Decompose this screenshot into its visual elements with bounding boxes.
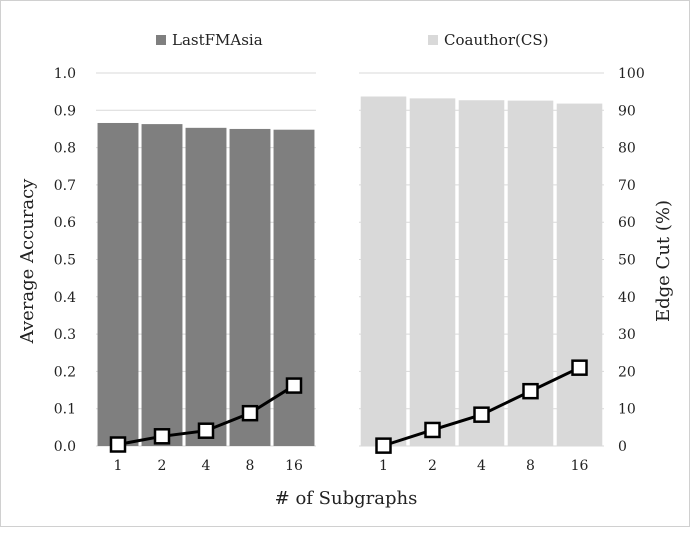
- left-tick-label: 0.7: [54, 178, 76, 194]
- right-tick-label: 50: [618, 253, 636, 269]
- x-tick-label: 2: [158, 458, 167, 474]
- right-tick-label: 100: [618, 66, 645, 82]
- legend-label: Coauthor(CS): [444, 31, 548, 49]
- right-tick-label: 30: [618, 327, 636, 343]
- bars-layer: [97, 96, 603, 447]
- bar: [141, 124, 183, 446]
- right-tick-label: 80: [618, 141, 636, 157]
- edge-cut-marker: [109, 436, 127, 453]
- bar: [360, 96, 407, 447]
- right-tick-label: 90: [618, 103, 636, 119]
- legend: LastFMAsia Coauthor(CS): [156, 31, 548, 49]
- x-tick-label: 8: [246, 458, 255, 474]
- left-tick-label: 1.0: [54, 66, 76, 82]
- left-tick-label: 0.8: [54, 141, 76, 157]
- bar: [97, 122, 139, 447]
- left-tick-label: 0.5: [54, 253, 76, 269]
- left-axis-title: Average Accuracy: [17, 178, 38, 344]
- bar: [229, 128, 271, 446]
- x-tick-label: 1: [114, 458, 123, 474]
- left-tick-label: 0.4: [54, 290, 76, 306]
- x-tick-label: 16: [571, 458, 589, 474]
- left-tick-label: 0.6: [54, 215, 76, 231]
- ticks-layer: 0.0 0 0.1 10 0.2 20 0.3 30 0.4 40 0.5 50 0.6 60 0.7 70 0…: [54, 66, 645, 474]
- edge-cut-marker: [197, 422, 215, 439]
- left-tick-label: 0.2: [54, 364, 76, 380]
- edge-cut-marker: [153, 428, 171, 445]
- right-tick-label: 0: [618, 439, 627, 455]
- edge-cut-marker: [285, 377, 303, 394]
- left-tick-label: 0.1: [54, 402, 76, 418]
- edge-cut-marker: [473, 406, 490, 423]
- x-tick-label: 2: [428, 458, 437, 474]
- bar: [273, 129, 315, 447]
- x-tick-label: 4: [477, 458, 486, 474]
- right-tick-label: 40: [618, 290, 636, 306]
- x-tick-label: 16: [285, 458, 303, 474]
- left-tick-label: 0.9: [54, 103, 76, 119]
- edge-cut-marker: [571, 359, 588, 376]
- bar: [556, 103, 603, 446]
- x-tick-label: 8: [526, 458, 535, 474]
- edge-cut-marker: [424, 421, 441, 439]
- edge-cut-marker: [375, 437, 392, 454]
- x-tick-label: 1: [379, 458, 388, 474]
- left-tick-label: 0.3: [54, 327, 76, 343]
- right-tick-label: 20: [618, 364, 636, 380]
- right-axis-title: Edge Cut (%): [653, 200, 674, 322]
- right-tick-label: 60: [618, 215, 636, 231]
- edge-cut-marker: [522, 382, 539, 400]
- legend-swatch: [156, 35, 166, 45]
- edge-cut-marker: [241, 404, 259, 422]
- bar: [409, 98, 456, 446]
- x-axis-title: # of Subgraphs: [275, 488, 418, 509]
- legend-label: LastFMAsia: [172, 31, 263, 49]
- legend-swatch: [428, 35, 438, 45]
- right-tick-label: 70: [618, 178, 636, 194]
- x-tick-label: 4: [202, 458, 211, 474]
- right-tick-label: 10: [618, 402, 636, 418]
- left-tick-label: 0.0: [54, 439, 76, 455]
- lines-layer: [109, 359, 588, 454]
- bar: [458, 100, 505, 446]
- bar: [185, 127, 227, 447]
